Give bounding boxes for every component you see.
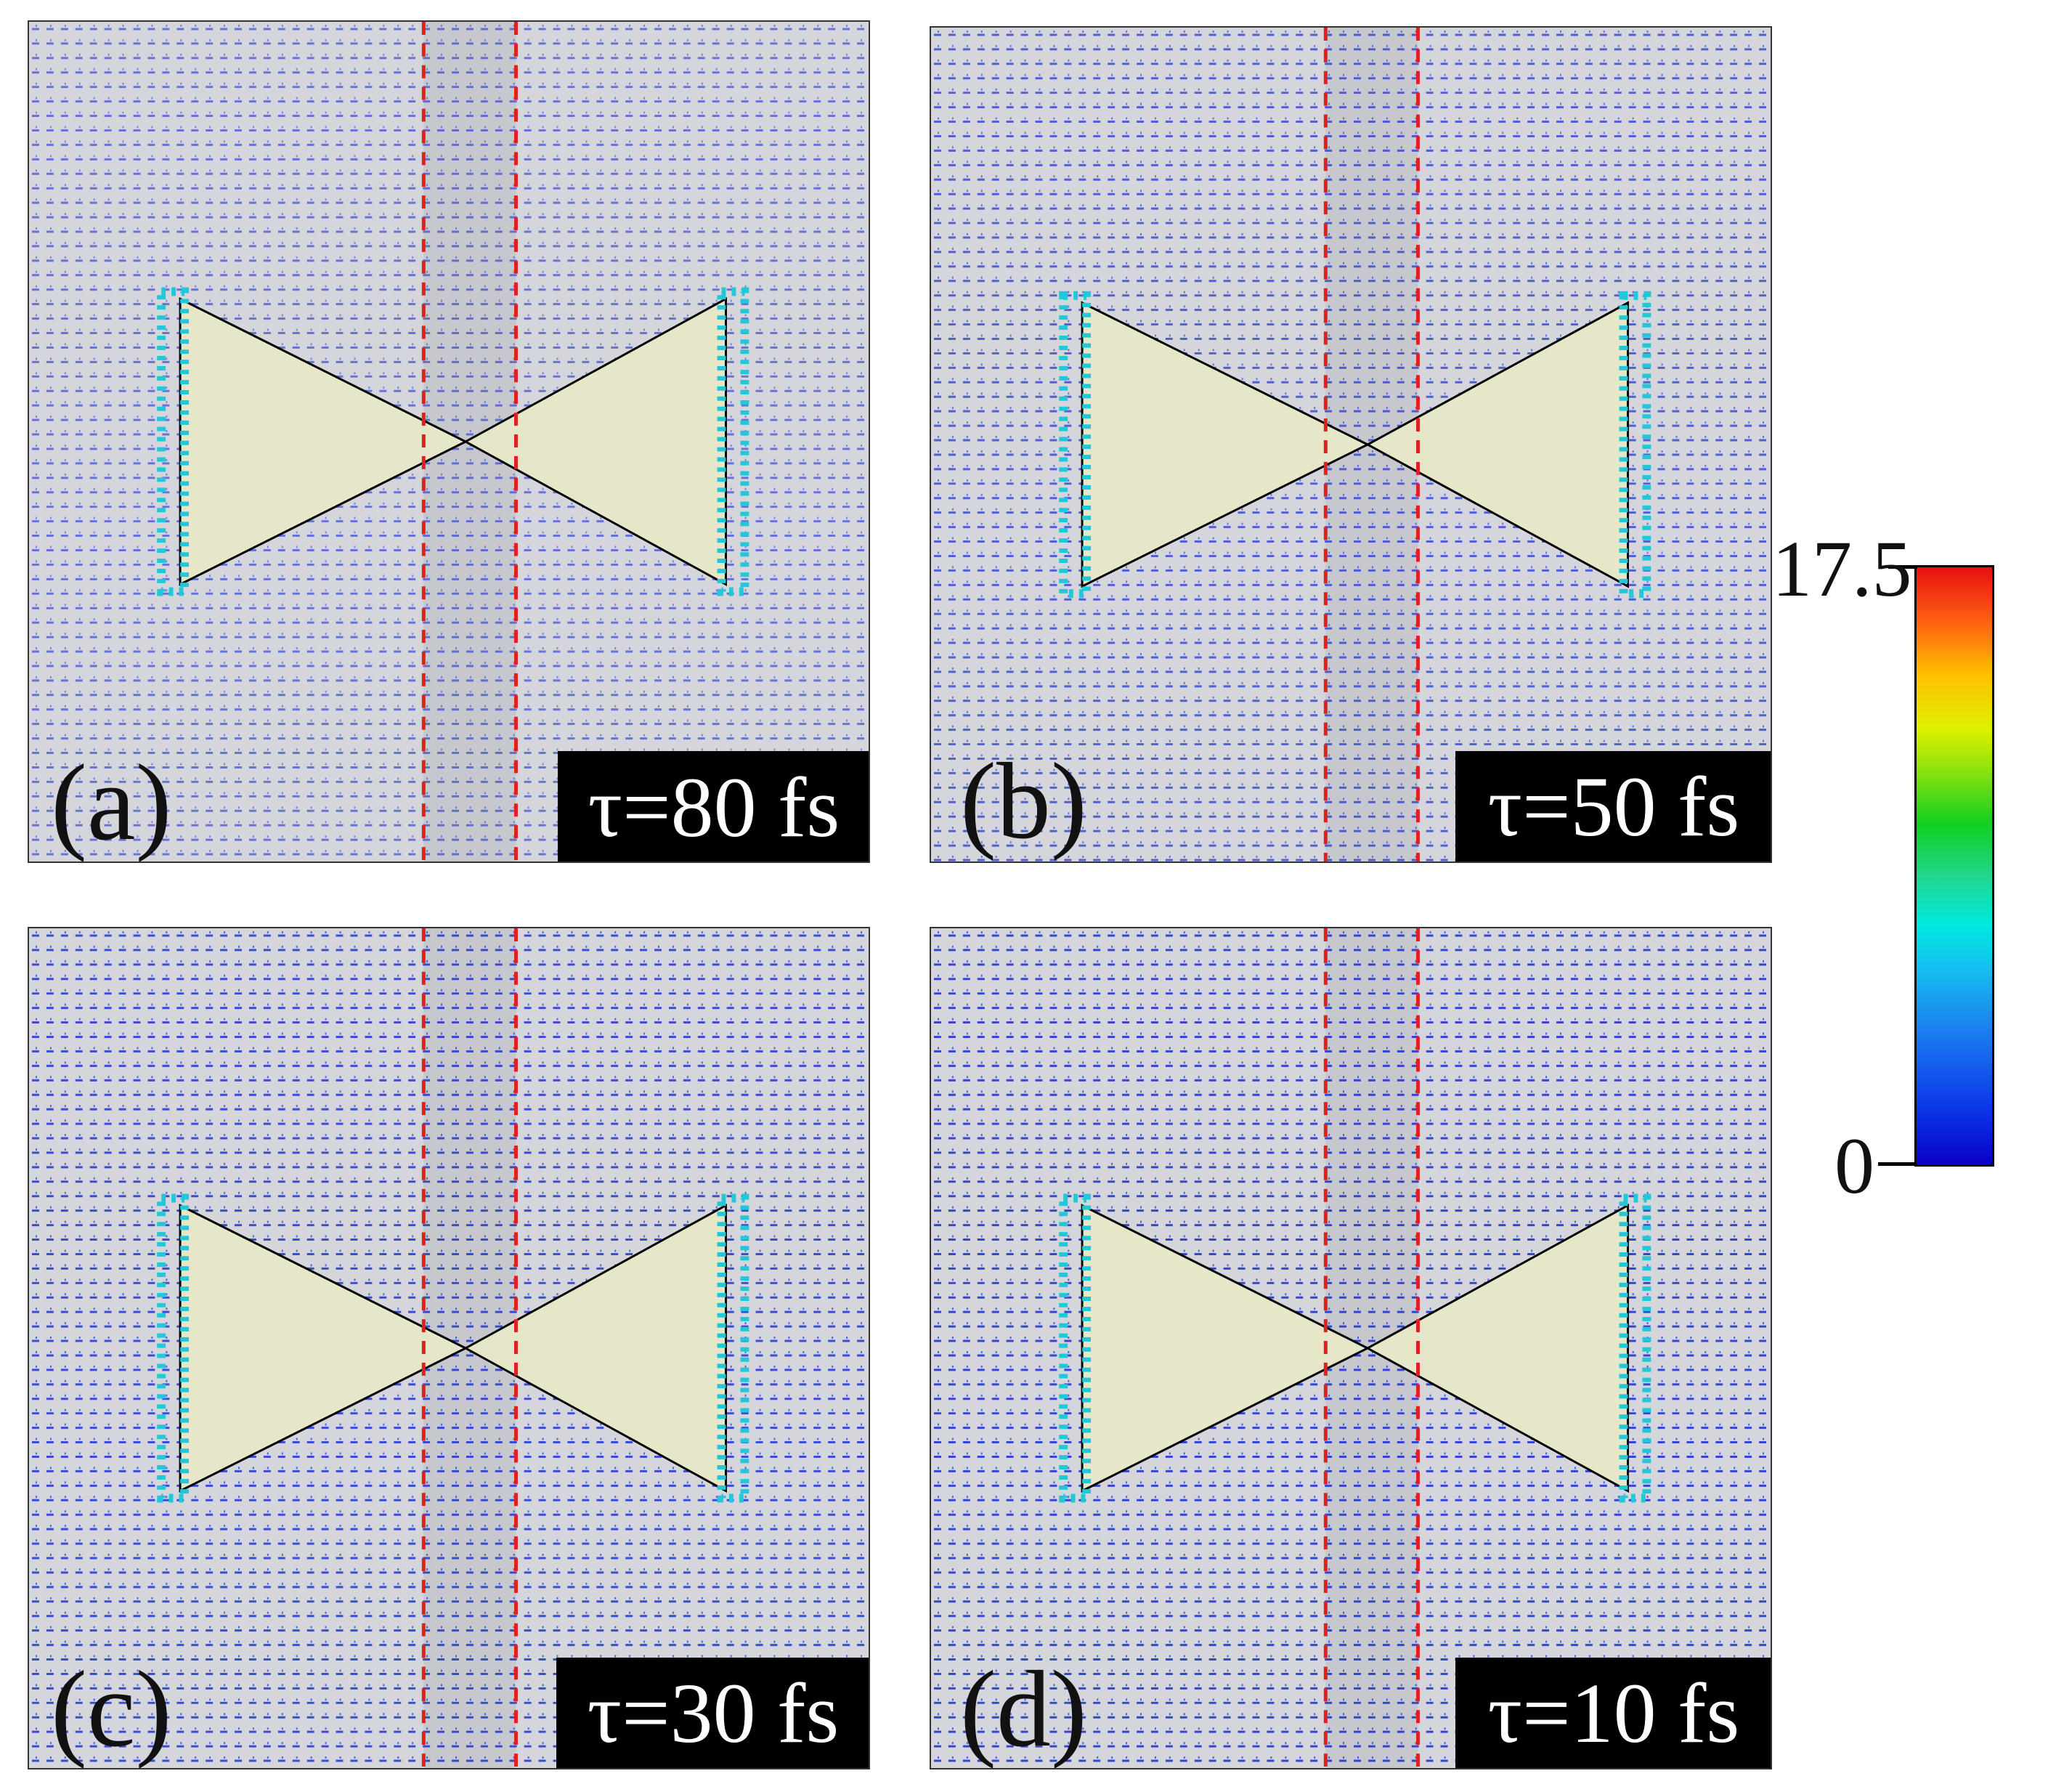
colorbar-max-tick xyxy=(1888,565,1917,569)
colorbar-min-label: 0 xyxy=(1834,1122,1874,1210)
panel-b: (b) τ=50 fs xyxy=(930,26,1772,863)
left-edge-arrows xyxy=(1059,1193,1092,1503)
panel-a: (a) τ=80 fs xyxy=(28,20,870,863)
panel-c-time-label: τ=30 fs xyxy=(556,1658,869,1768)
panel-c-field-plot xyxy=(31,928,866,1768)
panel-b-time-label: τ=50 fs xyxy=(1455,751,1771,861)
panel-b-label: (b) xyxy=(960,741,1087,861)
panel-d-label: (d) xyxy=(960,1649,1087,1769)
right-edge-arrows xyxy=(1619,1193,1651,1503)
panel-a-label: (a) xyxy=(51,742,172,863)
right-edge-arrows xyxy=(717,1193,749,1503)
panel-c-label: (c) xyxy=(51,1649,172,1769)
colorbar-max-label: 17.5 xyxy=(1772,524,1912,613)
bowtie-left-triangle xyxy=(1081,301,1370,588)
panel-a-field-plot xyxy=(31,22,866,861)
bowtie-left-triangle xyxy=(1081,1204,1370,1493)
panel-d-field-plot xyxy=(933,928,1768,1768)
panel-d: (d) τ=10 fs xyxy=(930,927,1772,1769)
panel-a-time-label: τ=80 fs xyxy=(558,751,869,861)
left-edge-arrows xyxy=(1059,291,1092,599)
panel-b-field-plot xyxy=(934,28,1768,861)
left-edge-arrows xyxy=(157,287,190,596)
bowtie-right-triangle xyxy=(1365,1203,1629,1493)
right-edge-arrows xyxy=(717,287,749,596)
colorbar-gradient xyxy=(1914,565,1994,1167)
panel-c: (c) τ=30 fs xyxy=(28,927,870,1769)
panel-d-time-label: τ=10 fs xyxy=(1455,1658,1771,1768)
right-edge-arrows xyxy=(1619,291,1651,599)
bowtie-right-triangle xyxy=(463,1203,727,1493)
bowtie-right-triangle xyxy=(1365,301,1629,588)
left-edge-arrows xyxy=(157,1193,190,1503)
colorbar-zero-tick xyxy=(1878,1162,1916,1166)
bowtie-right-triangle xyxy=(463,296,727,587)
